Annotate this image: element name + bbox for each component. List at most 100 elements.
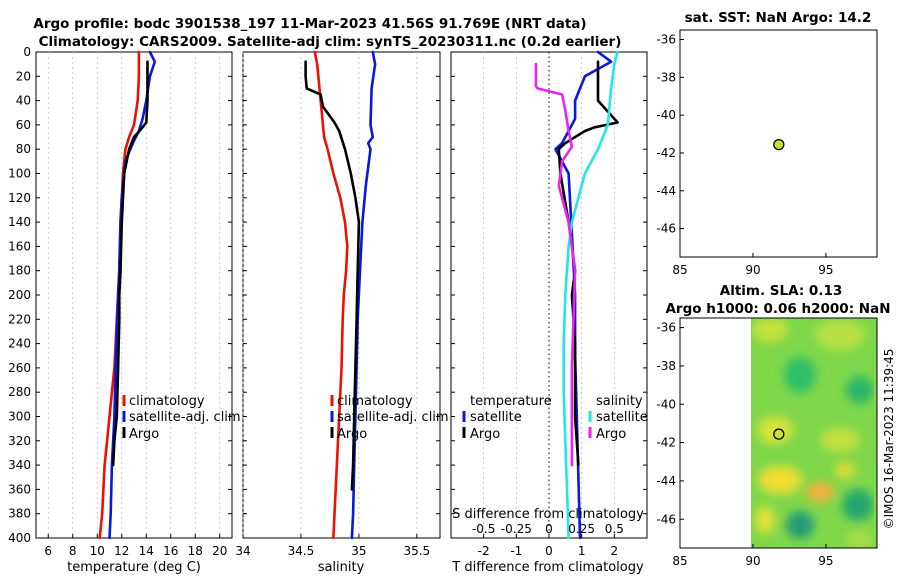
- x-tick-label: 35.5: [403, 544, 430, 558]
- map-x-tick-label: 90: [745, 263, 760, 277]
- x-tick-label: 34.5: [288, 544, 315, 558]
- y-tick-label: 60: [16, 118, 31, 132]
- x-tick-label: 12: [114, 544, 129, 558]
- legend-temp-argo-label: Argo: [470, 427, 500, 442]
- series-line-salinity-satellite: [562, 50, 619, 540]
- sla-field-blobs: [752, 318, 874, 548]
- map-y-tick-label: -40: [656, 397, 676, 411]
- y-tick-label: 100: [8, 167, 31, 181]
- y-tick-label: 140: [8, 215, 31, 229]
- y-tick-label: 160: [8, 239, 31, 253]
- map-x-tick-label: 90: [745, 554, 760, 568]
- legend-climatology-label: climatology: [129, 394, 205, 409]
- x-tick-label: 20: [212, 544, 227, 558]
- legend-salinity-heading: salinity: [596, 394, 643, 409]
- legend-climatology-label: climatology: [337, 394, 413, 409]
- y-tick-label: 260: [8, 361, 31, 375]
- y-tick-label: 40: [16, 94, 31, 108]
- difference-legend: temperature satellite Argo salinity sate…: [462, 394, 648, 442]
- x-top-tick-label: 0.25: [568, 522, 595, 536]
- salinity-xlabel: salinity: [318, 560, 365, 575]
- x-tick-label: 18: [188, 544, 203, 558]
- map-y-tick-label: -36: [656, 32, 676, 46]
- x-top-tick-label: -0.25: [501, 522, 532, 536]
- sla-heatmap-field: [751, 318, 877, 548]
- map-y-tick-label: -44: [656, 474, 676, 488]
- argo-float-marker: [773, 138, 785, 151]
- y-tick-label: 280: [8, 385, 31, 399]
- legend-satellite-label: satellite-adj. clim: [337, 410, 449, 425]
- map-y-tick-label: -40: [656, 108, 676, 122]
- temperature-legend: climatology satellite-adj. clim Argo: [122, 394, 241, 442]
- map-y-tick-label: -46: [656, 222, 676, 236]
- y-tick-label: 200: [8, 288, 31, 302]
- map-x-tick-label: 95: [818, 554, 833, 568]
- legend-temp-satellite-label: satellite: [470, 410, 522, 425]
- imos-timestamp: ©IMOS 16-Mar-2023 11:39:45: [882, 349, 896, 530]
- sla-map-frame: [679, 317, 878, 549]
- sla-map-title-line2: Argo h1000: 0.06 h2000: NaN: [665, 301, 890, 317]
- y-tick-label: 300: [8, 410, 31, 424]
- map-layer: 85 90 95 -36 -38 -40 -42 -44 -46 85 90 95 -36 -38 -40 -…: [656, 32, 833, 568]
- map-y-tick-label: -38: [656, 359, 676, 373]
- y-tick-label: 340: [8, 458, 31, 472]
- x-top-tick-label: 0.5: [605, 522, 624, 536]
- x-tick-label: 6: [44, 544, 52, 558]
- x-tick-label: 16: [163, 544, 178, 558]
- x-top-tick-label: 0: [545, 522, 553, 536]
- salinity-panel: [242, 51, 441, 539]
- y-tick-label: 240: [8, 337, 31, 351]
- x-tick-label: 10: [90, 544, 105, 558]
- y-tick-label: 220: [8, 312, 31, 326]
- y-tick-label: 180: [8, 264, 31, 278]
- sst-map-title: sat. SST: NaN Argo: 14.2: [685, 10, 872, 26]
- map-x-tick-label: 85: [672, 554, 687, 568]
- x-tick-label: -1: [510, 544, 522, 558]
- temperature-xlabel: temperature (deg C): [67, 560, 201, 575]
- legend-argo-label: Argo: [129, 427, 159, 442]
- argo-float-marker: [773, 428, 785, 440]
- x-tick-label: 0: [545, 544, 553, 558]
- legend-sal-argo-label: Argo: [596, 427, 626, 442]
- series-layer: [98, 50, 619, 540]
- y-tick-label: 20: [16, 69, 31, 83]
- legend-sal-satellite-label: satellite: [596, 410, 648, 425]
- y-tick-label: 360: [8, 482, 31, 496]
- difference-xlabel: T difference from climatology: [451, 560, 644, 575]
- y-tick-label: 80: [16, 142, 31, 156]
- map-y-tick-label: -44: [656, 184, 676, 198]
- x-tick-label: 34: [235, 544, 250, 558]
- map-y-tick-label: -42: [656, 146, 676, 160]
- x-tick-label: 14: [139, 544, 154, 558]
- y-tick-label: 120: [8, 191, 31, 205]
- sla-map-title-line1: Altim. SLA: 0.13: [720, 283, 842, 299]
- figure-title-line1: Argo profile: bodc 3901538_197 11-Mar-20…: [33, 16, 586, 32]
- x-tick-label: 2: [611, 544, 619, 558]
- series-line-salinity-argo: [534, 62, 577, 467]
- map-y-tick-label: -36: [656, 321, 676, 335]
- x-top-tick-label: -0.5: [472, 522, 495, 536]
- y-tick-label: 320: [8, 434, 31, 448]
- map-y-tick-label: -46: [656, 512, 676, 526]
- x-tick-label: -2: [478, 544, 490, 558]
- x-tick-label: 1: [578, 544, 586, 558]
- x-tick-label: 35: [351, 544, 366, 558]
- temperature-panel: [35, 51, 233, 539]
- series-line-climatology: [313, 50, 349, 540]
- salinity-legend: climatology satellite-adj. clim Argo: [330, 394, 449, 442]
- series-line-argo: [304, 60, 361, 491]
- legend-satellite-label: satellite-adj. clim: [129, 410, 241, 425]
- difference-xlabel-top: S difference from climatology: [452, 507, 644, 522]
- y-tick-label: 380: [8, 507, 31, 521]
- map-y-tick-label: -42: [656, 436, 676, 450]
- series-line-argo: [111, 60, 149, 467]
- figure-title-line2: Climatology: CARS2009. Satellite-adj cli…: [39, 34, 622, 50]
- legend-argo-label: Argo: [337, 427, 367, 442]
- y-tick-label: 0: [23, 45, 31, 59]
- grid-layer: [47, 52, 615, 538]
- map-x-tick-label: 95: [818, 263, 833, 277]
- x-tick-label: 8: [69, 544, 77, 558]
- map-y-tick-label: -38: [656, 70, 676, 84]
- y-tick-label: 400: [8, 531, 31, 545]
